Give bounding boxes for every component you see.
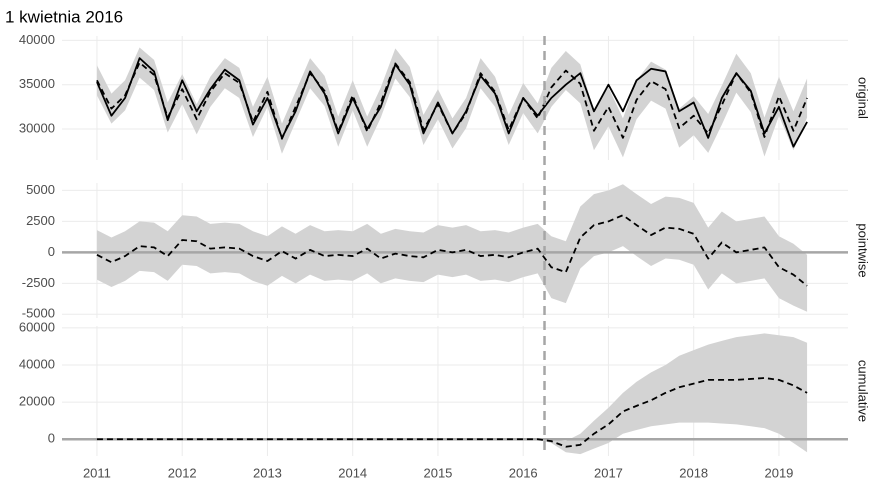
y-tick-label: 35000 <box>19 76 55 91</box>
x-tick-label: 2011 <box>83 465 111 480</box>
x-tick-label: 2012 <box>168 465 197 480</box>
interval-band <box>96 47 808 158</box>
y-tick-label: 40000 <box>19 32 55 47</box>
panel-label: original <box>856 77 871 119</box>
series-line <box>96 61 808 140</box>
x-tick-label: 2019 <box>764 465 793 480</box>
y-tick-label: 0 <box>48 244 55 259</box>
series-line <box>96 214 808 287</box>
x-tick-label: 2013 <box>253 465 282 480</box>
chart-title: 1 kwietnia 2016 <box>5 7 123 26</box>
y-tick-label: 20000 <box>19 394 55 409</box>
x-tick-label: 2017 <box>594 465 623 480</box>
interval-band <box>96 333 808 455</box>
panel-label: pointwise <box>856 223 871 277</box>
y-tick-label: 5000 <box>26 182 55 197</box>
y-tick-label: -2500 <box>22 275 55 290</box>
x-tick-label: 2014 <box>338 465 367 480</box>
interval-band <box>96 184 808 312</box>
x-tick-label: 2018 <box>679 465 708 480</box>
y-tick-label: -5000 <box>22 306 55 321</box>
y-tick-label: 60000 <box>19 319 55 334</box>
x-tick-label: 2016 <box>509 465 538 480</box>
x-tick-label: 2015 <box>423 465 452 480</box>
series-line <box>96 377 808 448</box>
y-tick-label: 2500 <box>26 213 55 228</box>
y-tick-label: 40000 <box>19 356 55 371</box>
y-tick-label: 30000 <box>19 120 55 135</box>
y-tick-label: 0 <box>48 431 55 446</box>
panel-label: cumulative <box>856 360 871 422</box>
